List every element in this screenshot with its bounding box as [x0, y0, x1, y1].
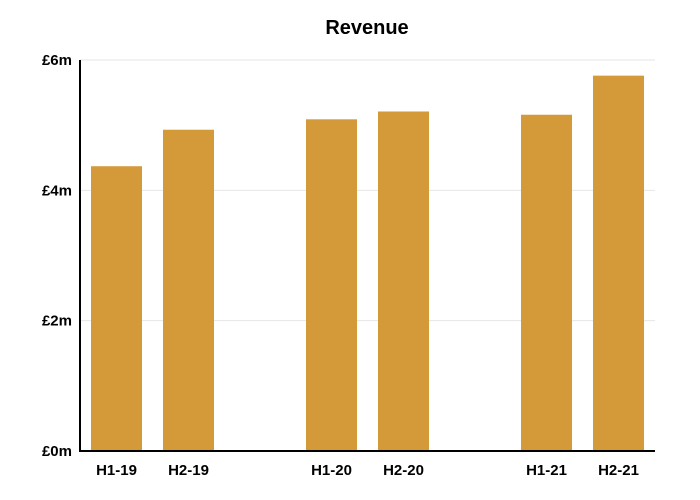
x-tick-label: H2-21	[598, 462, 639, 479]
x-tick-label: H1-21	[526, 462, 567, 479]
x-tick-label: H2-20	[383, 462, 424, 479]
x-tick-label: H1-20	[311, 462, 352, 479]
chart-title: Revenue	[325, 17, 408, 39]
y-tick-label: £2m	[42, 313, 72, 330]
y-axis-tick-labels: £0m £2m £4m £6m	[42, 52, 72, 460]
x-axis-tick-labels: H1-19 H2-19 H1-20 H2-20 H1-21 H2-21	[96, 462, 639, 479]
bars	[91, 75, 644, 452]
y-tick-label: £4m	[42, 182, 72, 199]
x-tick-label: H2-19	[168, 462, 209, 479]
bar-h2-19	[163, 129, 214, 451]
y-tick-label: £0m	[42, 443, 72, 460]
y-tick-label: £6m	[42, 52, 72, 69]
bar-h1-20	[306, 119, 357, 451]
bar-h1-19	[91, 166, 142, 451]
bar-h1-21	[521, 114, 572, 452]
x-tick-label: H1-19	[96, 462, 137, 479]
bar-h2-21	[593, 75, 644, 451]
bar-h2-20	[378, 111, 429, 452]
